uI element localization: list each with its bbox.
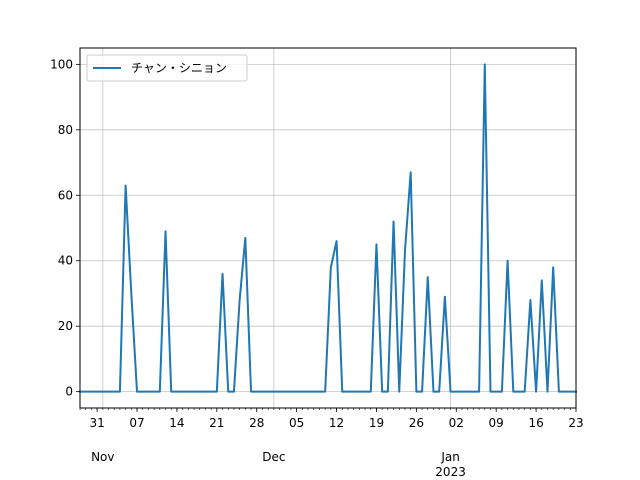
x-month-label: Nov bbox=[91, 450, 114, 464]
x-tick-label: 21 bbox=[209, 416, 224, 430]
x-month-label: Dec bbox=[262, 450, 285, 464]
x-tick-label: 02 bbox=[449, 416, 464, 430]
y-tick-label: 0 bbox=[65, 385, 73, 399]
plot-frame bbox=[79, 47, 577, 409]
x-tick-label: 14 bbox=[169, 416, 184, 430]
x-tick-label: 09 bbox=[489, 416, 504, 430]
plot-area bbox=[80, 48, 576, 408]
x-tick-label: 05 bbox=[289, 416, 304, 430]
x-tick-label: 12 bbox=[329, 416, 344, 430]
legend-label: チャン・シニョン bbox=[131, 61, 227, 75]
y-tick-label: 60 bbox=[58, 188, 73, 202]
x-tick-label: 07 bbox=[129, 416, 144, 430]
series-line bbox=[79, 63, 577, 393]
y-tick-label: 80 bbox=[58, 123, 73, 137]
x-tick-label: 28 bbox=[249, 416, 264, 430]
x-tick-label: 31 bbox=[89, 416, 104, 430]
legend-box bbox=[86, 54, 248, 82]
y-tick-label: 100 bbox=[50, 57, 73, 71]
x-tick-label: 26 bbox=[409, 416, 424, 430]
x-year-label: 2023 bbox=[435, 465, 466, 479]
y-tick-label: 40 bbox=[58, 254, 73, 268]
y-axis: 0 20 40 60 80 100 bbox=[50, 57, 80, 399]
x-month-label: Jan bbox=[440, 450, 460, 464]
x-tick-label: 23 bbox=[568, 416, 583, 430]
legend: チャン・シニョン bbox=[86, 54, 248, 82]
y-tick-label: 20 bbox=[58, 319, 73, 333]
x-tick-label: 19 bbox=[369, 416, 384, 430]
series-layer bbox=[79, 63, 577, 393]
x-tick-label: 16 bbox=[528, 416, 543, 430]
